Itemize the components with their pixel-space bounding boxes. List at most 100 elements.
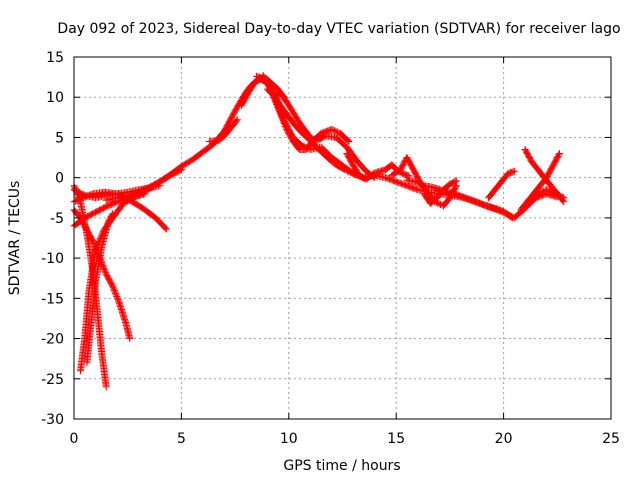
data-point bbox=[277, 112, 285, 120]
data-point bbox=[495, 206, 503, 214]
data-point bbox=[557, 192, 565, 200]
data-point bbox=[345, 137, 353, 145]
data-point bbox=[162, 225, 170, 233]
series-arc-u bbox=[102, 166, 185, 204]
data-point bbox=[405, 172, 413, 180]
data-point bbox=[452, 177, 460, 185]
data-point bbox=[113, 294, 121, 302]
data-point bbox=[497, 206, 505, 214]
data-point bbox=[555, 192, 563, 200]
data-point bbox=[71, 197, 79, 205]
data-point bbox=[126, 335, 134, 343]
data-point bbox=[109, 210, 117, 218]
series-arc-j bbox=[420, 177, 460, 207]
series-arc-e bbox=[263, 85, 289, 101]
data-point bbox=[346, 168, 354, 176]
x-tick-label: 15 bbox=[387, 431, 405, 447]
data-point bbox=[280, 118, 288, 126]
data-point bbox=[101, 267, 109, 275]
x-tick-label: 25 bbox=[602, 431, 620, 447]
data-point bbox=[278, 114, 286, 122]
y-tick-label: -5 bbox=[50, 211, 64, 227]
data-point bbox=[280, 120, 288, 128]
data-point bbox=[494, 205, 502, 213]
data-point bbox=[419, 181, 427, 189]
data-point bbox=[281, 121, 289, 129]
data-point bbox=[112, 291, 120, 299]
data-point bbox=[100, 264, 108, 272]
data-point bbox=[548, 188, 556, 196]
x-axis-label: GPS time / hours bbox=[283, 458, 400, 474]
data-point bbox=[507, 213, 515, 221]
grid-lines bbox=[74, 57, 611, 419]
data-point bbox=[451, 178, 459, 186]
data-point bbox=[510, 167, 518, 175]
data-point bbox=[112, 290, 120, 298]
y-axis-label: SDTVAR / TECUs bbox=[7, 181, 23, 296]
y-tick-label: -15 bbox=[41, 291, 64, 307]
data-point bbox=[114, 295, 122, 303]
data-point bbox=[109, 282, 117, 290]
y-tick-label: -30 bbox=[41, 412, 64, 428]
data-point bbox=[560, 194, 568, 202]
data-point bbox=[412, 185, 420, 193]
data-point bbox=[452, 183, 460, 191]
y-tick-label: 15 bbox=[46, 50, 64, 66]
data-point bbox=[276, 109, 284, 117]
data-point bbox=[100, 266, 108, 274]
x-tick-label: 5 bbox=[177, 431, 186, 447]
y-tick-label: 0 bbox=[55, 171, 64, 187]
data-point bbox=[344, 167, 352, 175]
data-point bbox=[74, 196, 82, 204]
data-point bbox=[534, 190, 542, 198]
data-point bbox=[102, 383, 110, 391]
series-arc-main-rise bbox=[70, 75, 269, 230]
data-point bbox=[537, 188, 545, 196]
data-point bbox=[331, 127, 339, 135]
data-point bbox=[543, 186, 551, 194]
data-point bbox=[491, 204, 499, 212]
series-arc-r bbox=[83, 210, 117, 367]
data-point bbox=[553, 190, 561, 198]
x-tick-label: 0 bbox=[70, 431, 79, 447]
data-point bbox=[550, 189, 558, 197]
data-point bbox=[279, 117, 287, 125]
data-point bbox=[544, 186, 552, 194]
data-point bbox=[76, 195, 84, 203]
data-point bbox=[177, 166, 185, 174]
y-tick-label: -20 bbox=[41, 332, 64, 348]
data-point bbox=[435, 200, 443, 208]
series-arc-m bbox=[517, 150, 563, 214]
data-point bbox=[328, 125, 336, 133]
plot-frame bbox=[73, 56, 612, 420]
axis-ticks bbox=[73, 56, 612, 420]
data-point bbox=[345, 168, 353, 176]
series-arc-k bbox=[485, 167, 518, 202]
data-point bbox=[558, 193, 566, 201]
data-point bbox=[281, 122, 289, 130]
data-point bbox=[79, 191, 87, 199]
data-point bbox=[176, 166, 184, 174]
data-point bbox=[73, 196, 81, 204]
x-tick-label: 20 bbox=[495, 431, 513, 447]
data-point bbox=[416, 180, 424, 188]
data-point bbox=[341, 166, 349, 174]
data-point bbox=[281, 93, 289, 101]
data-point bbox=[277, 111, 285, 119]
data-point bbox=[551, 190, 559, 198]
data-point bbox=[333, 128, 341, 136]
series-arc-i bbox=[403, 176, 516, 222]
data-point bbox=[555, 151, 563, 159]
data-point bbox=[412, 178, 420, 186]
data-point bbox=[111, 288, 119, 296]
chart-title: Day 092 of 2023, Sidereal Day-to-day VTE… bbox=[57, 21, 620, 37]
data-point bbox=[113, 293, 121, 301]
x-tick-label: 10 bbox=[280, 431, 298, 447]
y-tick-label: -25 bbox=[41, 372, 64, 388]
data-point bbox=[342, 166, 350, 174]
data-point bbox=[492, 205, 500, 213]
data-point bbox=[232, 117, 240, 125]
data-point bbox=[329, 126, 337, 134]
data-point bbox=[92, 245, 100, 253]
